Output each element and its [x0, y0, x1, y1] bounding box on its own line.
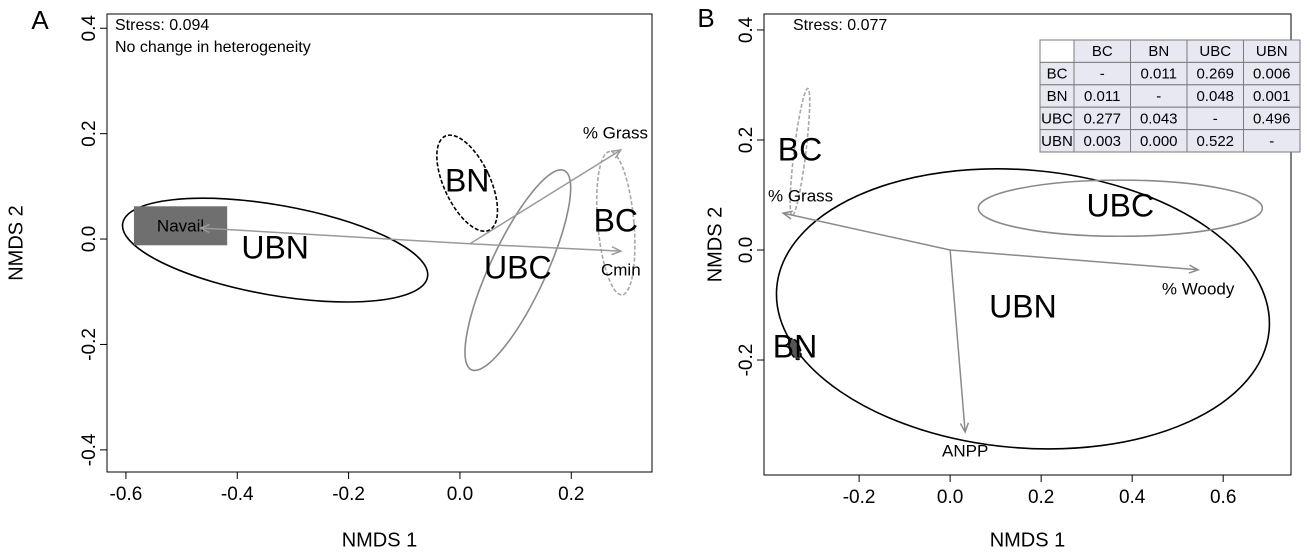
group-ellipse [436, 134, 499, 233]
arrow-head [781, 210, 793, 220]
x-tick-label: 0.4 [1119, 487, 1146, 508]
arrow-label: % Grass [583, 123, 648, 142]
table-value: 0.048 [1196, 88, 1234, 105]
x-tick-label: -0.2 [843, 487, 876, 508]
group-label: UBN [241, 230, 309, 266]
group-ellipse [775, 168, 1271, 450]
table-column-header: UBC [1199, 43, 1231, 60]
table-cell [1039, 39, 1075, 63]
annotation: No change in heterogeneity [115, 39, 311, 56]
arrow-label: Cmin [601, 261, 641, 280]
y-tick-label: -0.2 [79, 328, 100, 361]
arrow-label: Navail [157, 216, 204, 235]
table-cell [1243, 129, 1301, 153]
y-tick-label: 0.0 [79, 226, 100, 252]
group-ellipse [977, 179, 1264, 238]
group-label: UBC [484, 250, 552, 286]
arrow [950, 249, 1199, 271]
table-value: 0.006 [1253, 66, 1291, 83]
group-label: UBC [1087, 188, 1155, 224]
table-row-header: UBC [1041, 110, 1073, 127]
group-label: BN [773, 328, 817, 364]
group-ellipse [595, 150, 636, 296]
table-row-header: BN [1047, 88, 1068, 105]
y-tick-label: 0.2 [79, 120, 100, 146]
table-value: 0.522 [1196, 133, 1234, 150]
arrow [469, 243, 621, 252]
group-ellipse [788, 337, 802, 361]
table-value: - [1156, 88, 1161, 105]
group-ellipse [121, 197, 429, 303]
y-tick-label: 0.4 [736, 16, 757, 43]
arrow-head [959, 422, 970, 434]
x-tick-label: 0.2 [1028, 487, 1054, 508]
table-value: - [1100, 66, 1105, 83]
table-column-header: BC [1092, 43, 1113, 60]
table-value: 0.277 [1083, 110, 1121, 127]
x-tick-label: 0.2 [558, 484, 584, 505]
x-axis-title: NMDS 1 [342, 529, 418, 551]
plot-frame [106, 13, 653, 473]
table-value: 0.000 [1140, 133, 1178, 150]
group-label: UBN [989, 288, 1057, 324]
plot-frame [763, 13, 1292, 476]
table-value: 0.269 [1196, 66, 1234, 83]
table-column-header: BN [1148, 43, 1169, 60]
table-value: 0.003 [1083, 133, 1121, 150]
table-value: 0.496 [1253, 110, 1291, 127]
p-value-table: BC BN UBC UBN BC - 0.011 0.269 0.006 BN 0.011 - 0.04… [1039, 39, 1301, 153]
arrow-label: % Woody [1162, 279, 1235, 298]
arrow [200, 227, 471, 245]
table-column-header: UBN [1256, 43, 1288, 60]
table-value: 0.011 [1141, 66, 1177, 83]
arrow-head [1188, 264, 1201, 274]
table-value: 0.011 [1084, 88, 1120, 105]
y-tick-label: -0.4 [79, 433, 100, 466]
x-tick-label: -0.2 [332, 484, 365, 505]
group-label: BC [594, 203, 638, 239]
x-tick-label: 0.6 [1210, 487, 1236, 508]
y-tick-label: 0.2 [736, 127, 757, 153]
x-tick-label: 0.0 [447, 484, 473, 505]
group-ellipse [789, 87, 811, 217]
arrow-head [198, 223, 211, 234]
group-ellipse [464, 169, 572, 372]
panel-label: A [31, 5, 49, 35]
table-row-header: UBN [1041, 133, 1073, 150]
annotation: Stress: 0.094 [115, 17, 209, 34]
arrow-label: ANPP [942, 442, 988, 461]
x-tick-label: -0.6 [110, 484, 143, 505]
arrow [782, 212, 951, 251]
group-label: BC [778, 132, 822, 168]
panel-label: B [697, 3, 714, 33]
y-tick-label: -0.2 [736, 344, 757, 377]
table-value: - [1213, 110, 1218, 127]
table-row-header: BC [1047, 66, 1068, 83]
x-tick-label: -0.4 [221, 484, 254, 505]
group-label: BN [445, 163, 489, 199]
y-axis-title: NMDS 2 [5, 205, 27, 281]
arrow-label: % Grass [768, 187, 833, 206]
arrow-head [610, 149, 623, 159]
table-value: 0.001 [1253, 88, 1291, 105]
table-value: 0.043 [1140, 110, 1178, 127]
x-axis-title: NMDS 1 [990, 529, 1066, 551]
label-box [133, 206, 228, 246]
y-axis-title: NMDS 2 [704, 207, 726, 283]
arrow-head [611, 246, 623, 256]
arrow [469, 149, 622, 245]
x-tick-label: 0.0 [937, 487, 963, 508]
annotation: Stress: 0.077 [793, 17, 887, 34]
table-value: - [1269, 133, 1274, 150]
arrow [949, 249, 966, 433]
y-tick-label: 0.0 [736, 237, 757, 263]
y-tick-label: 0.4 [79, 15, 100, 42]
